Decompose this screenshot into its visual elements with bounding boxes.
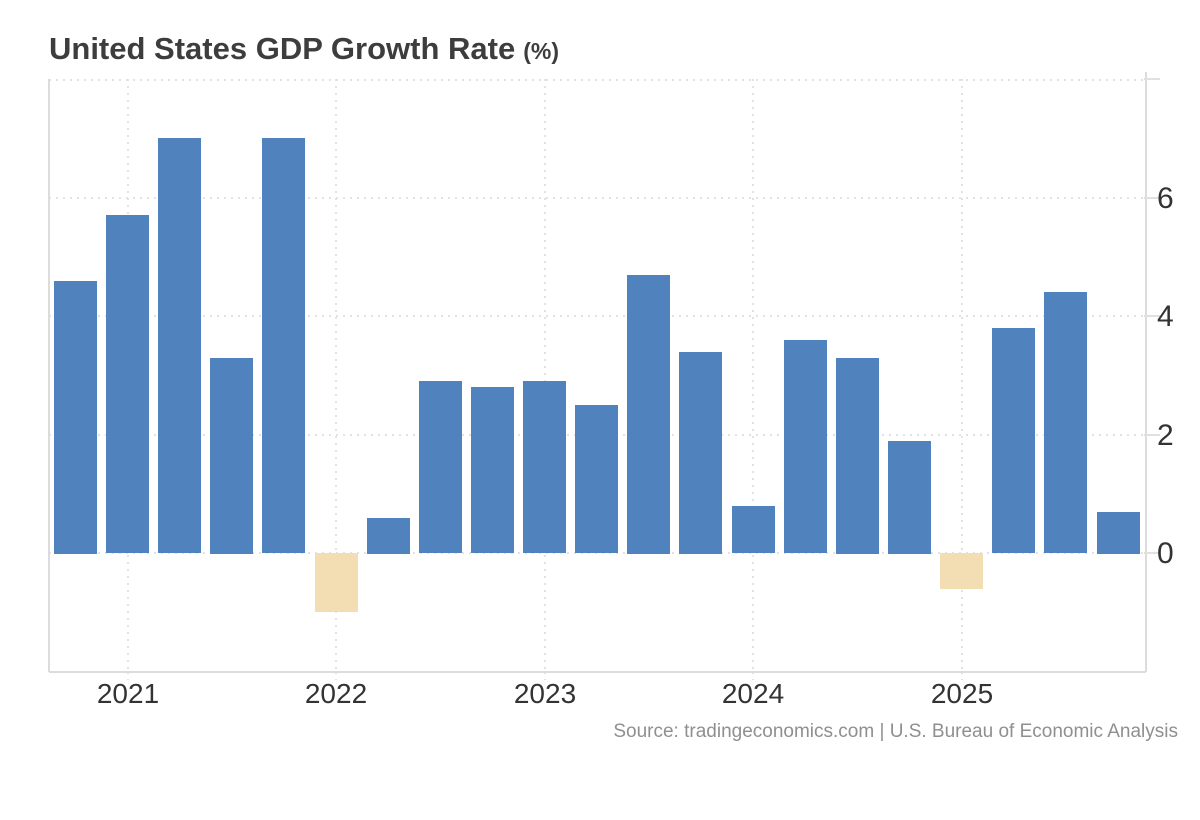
x-axis-label-2021: 2021 xyxy=(96,678,160,709)
bar-2024-q2 xyxy=(784,340,827,553)
bar-2024-q3 xyxy=(836,358,879,554)
y-axis-label-2: 2 xyxy=(1157,419,1174,452)
gridline-v-2023 xyxy=(544,79,546,672)
y-tick-0 xyxy=(1144,552,1160,554)
chart-title-suffix: (%) xyxy=(523,38,560,64)
y-axis-label-6: 6 xyxy=(1157,182,1174,215)
bar-2023-q1 xyxy=(523,381,566,553)
bar-2024-q4 xyxy=(888,441,931,554)
x-axis-label-2025: 2025 xyxy=(930,678,994,709)
gridline-v-2025 xyxy=(961,79,963,672)
source-credit: Source: tradingeconomics.com | U.S. Bure… xyxy=(613,721,1178,742)
chart-title: United States GDP Growth Rate (%) xyxy=(49,32,559,68)
y-tick-4 xyxy=(1144,315,1160,317)
bar-2023-q3 xyxy=(627,275,670,554)
bar-2025-q1 xyxy=(940,553,983,589)
x-tick-2022 xyxy=(335,672,337,680)
bar-2022-q3 xyxy=(419,381,462,553)
gridline-h-8 xyxy=(49,79,1146,81)
bar-2025-q4 xyxy=(1097,512,1140,554)
x-tick-2024 xyxy=(752,672,754,680)
gridline-v-2022 xyxy=(335,79,337,672)
y-axis-label-0: 0 xyxy=(1157,537,1174,570)
bar-2023-q2 xyxy=(575,405,618,553)
chart-title-main: United States GDP Growth Rate xyxy=(49,31,516,66)
x-tick-2025 xyxy=(961,672,963,680)
gridline-h-4 xyxy=(49,315,1146,317)
bar-2021-q3 xyxy=(210,358,253,554)
bar-2025-q2 xyxy=(992,328,1035,553)
bar-2020-q4 xyxy=(54,281,97,554)
x-axis-label-2024: 2024 xyxy=(721,678,785,709)
bottom-axis-line xyxy=(49,671,1146,673)
x-tick-2023 xyxy=(544,672,546,680)
gridline-v-2024 xyxy=(752,79,754,672)
x-axis-label-2023: 2023 xyxy=(513,678,577,709)
bar-2022-q2 xyxy=(367,518,410,554)
gridline-h-6 xyxy=(49,197,1146,199)
bar-2021-q4 xyxy=(262,138,305,553)
bar-2022-q1 xyxy=(315,553,358,612)
bar-2021-q1 xyxy=(106,215,149,553)
left-axis-line xyxy=(48,79,50,672)
y-tick-6 xyxy=(1144,197,1160,199)
bar-2024-q1 xyxy=(732,506,775,553)
plot-area xyxy=(49,79,1146,672)
bar-2022-q4 xyxy=(471,387,514,553)
y-axis-label-4: 4 xyxy=(1157,300,1174,333)
y-tick-8 xyxy=(1144,78,1160,80)
right-axis-line xyxy=(1145,72,1147,672)
bar-2023-q4 xyxy=(679,352,722,554)
x-tick-2021 xyxy=(127,672,129,680)
bar-2025-q3 xyxy=(1044,292,1087,553)
y-tick-2 xyxy=(1144,434,1160,436)
x-axis-label-2022: 2022 xyxy=(304,678,368,709)
bar-2021-q2 xyxy=(158,138,201,553)
gridline-h-0 xyxy=(49,552,1146,554)
